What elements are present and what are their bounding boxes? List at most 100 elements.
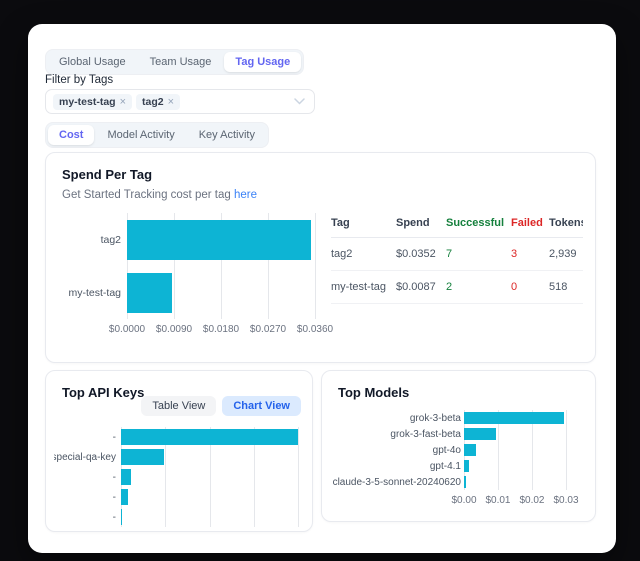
- col-header-failed: Failed: [511, 217, 543, 229]
- cell-tag: tag2: [331, 248, 353, 260]
- top_models-label-grok-3-beta: grok-3-beta: [409, 412, 461, 424]
- gridline: [531, 410, 533, 490]
- top_api_keys-label-dash: -: [112, 471, 116, 483]
- top_models-plot: grok-3-beta grok-3-fast-beta gpt-4o gpt-4.1…: [330, 410, 567, 490]
- tab-global-usage[interactable]: Global Usage: [59, 56, 126, 68]
- view-toggle: Table View Chart View: [141, 396, 301, 416]
- spend_per_tag-bar-tag2[interactable]: [127, 219, 311, 260]
- gridline: [315, 213, 316, 319]
- top_api_keys-bar-dash[interactable]: [121, 509, 122, 525]
- x-tick-label: $0.0180: [202, 324, 240, 335]
- gridline: [209, 427, 211, 527]
- col-header-successful: Successful: [446, 217, 505, 229]
- top_api_keys-label-special-qa-key: special-qa-key: [54, 451, 116, 463]
- tag-stats-table: Tag Spend Successful Failed Tokens tag2 $0.035…: [331, 209, 583, 304]
- col-header-tag: Tag: [331, 217, 350, 229]
- x-tick-label: $0.03: [553, 495, 579, 506]
- gridline: [127, 213, 128, 319]
- top_models-bar-gpt-4-1[interactable]: [464, 460, 469, 472]
- spend-per-tag-card: Spend Per Tag Get Started Tracking cost …: [45, 152, 596, 363]
- chart-row: -: [54, 467, 298, 487]
- chevron-down-icon[interactable]: [294, 98, 305, 105]
- gridline: [268, 213, 269, 319]
- table-view-button[interactable]: Table View: [141, 396, 217, 416]
- top_models-label-claude-3-5-sonnet-20240620: claude-3-5-sonnet-20240620: [332, 476, 461, 488]
- top-api-keys-chart: - special-qa-key - - -: [54, 427, 299, 527]
- cell-tokens: 518: [549, 281, 568, 293]
- table-header-row: Tag Spend Successful Failed Tokens: [331, 209, 583, 238]
- spend_per_tag-plot: tag2 my-test-tag: [60, 213, 316, 319]
- tab-cost[interactable]: Cost: [48, 125, 95, 145]
- top_models-label-grok-3-fast-beta: grok-3-fast-beta: [390, 428, 461, 440]
- tag-chip-label: my-test-tag: [59, 95, 116, 108]
- gridline: [221, 213, 222, 319]
- x-tick-label: $0.00: [451, 495, 477, 506]
- chart-view-button[interactable]: Chart View: [222, 396, 301, 416]
- tab-key-activity[interactable]: Key Activity: [198, 129, 255, 141]
- x-tick-label: $0.02: [519, 495, 545, 506]
- top_api_keys-bar-dash[interactable]: [121, 429, 298, 445]
- x-tick-label: $0.0090: [155, 324, 193, 335]
- top_models-bar-grok-3-beta[interactable]: [464, 412, 565, 424]
- table-row: tag2 $0.0352 7 3 2,939: [331, 238, 583, 271]
- cost-tabs: Cost Model Activity Key Activity: [45, 122, 269, 148]
- chart-row: gpt-4o: [330, 442, 566, 458]
- top_api_keys-label-dash: -: [112, 431, 116, 443]
- top-api-keys-title: Top API Keys: [62, 385, 145, 400]
- top_api_keys-bar-dash[interactable]: [121, 489, 129, 505]
- spend_per_tag-x-axis: $0.0000 $0.0090 $0.0180 $0.0270 $0.0360: [109, 319, 333, 337]
- cell-failed: 3: [511, 248, 518, 260]
- gridline: [174, 213, 175, 319]
- x-tick-label: $0.0000: [108, 324, 146, 335]
- top_models-bar-grok-3-fast-beta[interactable]: [464, 428, 496, 440]
- get-started-link[interactable]: here: [233, 189, 257, 201]
- tab-team-usage[interactable]: Team Usage: [149, 56, 212, 68]
- col-header-spend: Spend: [396, 217, 430, 229]
- x-tick-label: $0.0270: [249, 324, 287, 335]
- cell-successful: 7: [446, 248, 453, 260]
- top_api_keys-label-dash: -: [112, 491, 116, 503]
- cell-spend: $0.0352: [396, 248, 436, 260]
- cell-successful: 2: [446, 281, 453, 293]
- top_models-bar-claude-3-5-sonnet-20240620[interactable]: [464, 476, 466, 488]
- chart-row: -: [54, 507, 298, 527]
- top-models-chart: grok-3-beta grok-3-fast-beta gpt-4o gpt-4.1…: [330, 410, 579, 506]
- tab-tag-usage[interactable]: Tag Usage: [224, 52, 302, 72]
- top_api_keys-label-dash: -: [112, 511, 116, 523]
- gridline: [253, 427, 255, 527]
- spend_per_tag-bar-my-test-tag[interactable]: [127, 272, 173, 313]
- cell-tag: my-test-tag: [331, 281, 387, 293]
- top-models-title: Top Models: [338, 385, 410, 400]
- top_models-x-axis: $0.00 $0.01 $0.02 $0.03: [451, 490, 578, 506]
- chart-row: grok-3-fast-beta: [330, 426, 566, 442]
- chart-row: claude-3-5-sonnet-20240620: [330, 474, 566, 490]
- remove-tag-icon[interactable]: ×: [119, 95, 127, 108]
- spend-per-tag-title: Spend Per Tag: [62, 167, 153, 182]
- x-tick-label: $0.01: [485, 495, 511, 506]
- chart-row: my-test-tag: [60, 266, 315, 319]
- usage-tabs: Global Usage Team Usage Tag Usage: [45, 49, 305, 75]
- chart-row: gpt-4.1: [330, 458, 566, 474]
- top-models-card: Top Models grok-3-beta grok-3-fast-beta gp…: [321, 370, 596, 522]
- filter-by-tags-label: Filter by Tags: [45, 74, 114, 86]
- chart-row: tag2: [60, 213, 315, 266]
- chart-row: special-qa-key: [54, 447, 298, 467]
- tab-model-activity[interactable]: Model Activity: [107, 129, 175, 141]
- gridline: [165, 427, 167, 527]
- top_models-label-gpt-4-1: gpt-4.1: [429, 460, 461, 472]
- cell-spend: $0.0087: [396, 281, 436, 293]
- subtitle-text: Get Started Tracking cost per tag: [62, 189, 234, 201]
- top_models-bar-gpt-4o[interactable]: [464, 444, 477, 456]
- tag-chip-tag2[interactable]: tag2 ×: [136, 93, 181, 110]
- tag-chip-my-test-tag[interactable]: my-test-tag ×: [53, 93, 133, 110]
- tag-filter-select[interactable]: my-test-tag × tag2 ×: [45, 89, 315, 114]
- top_api_keys-bar-dash[interactable]: [121, 469, 132, 485]
- cell-failed: 0: [511, 281, 518, 293]
- remove-tag-icon[interactable]: ×: [167, 95, 175, 108]
- top_api_keys-bar-special-qa-key[interactable]: [121, 449, 164, 465]
- top-api-keys-card: Top API Keys Table View Chart View - speci…: [45, 370, 313, 532]
- spend-per-tag-chart: tag2 my-test-tag $0.0000 $0.0090 $0.0180 $0.0…: [60, 213, 333, 337]
- spend_per_tag-label-my-test-tag: my-test-tag: [68, 286, 121, 299]
- gridline: [566, 410, 567, 490]
